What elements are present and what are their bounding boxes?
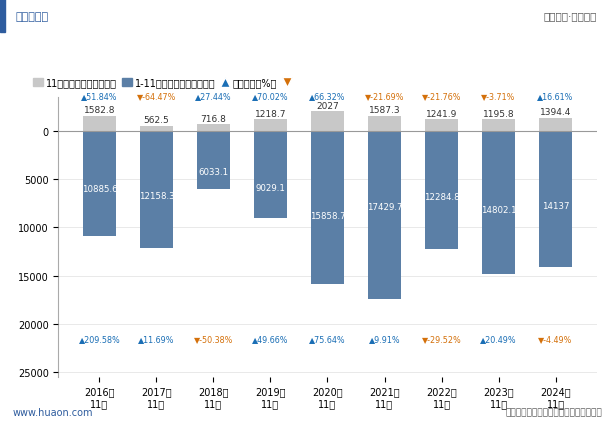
Bar	[425, 132, 458, 250]
Text: 562.5: 562.5	[143, 116, 169, 125]
Bar	[368, 116, 401, 132]
Text: ▲20.49%: ▲20.49%	[480, 334, 517, 343]
Bar	[140, 126, 173, 132]
Bar	[254, 120, 287, 132]
Text: ▼-21.69%: ▼-21.69%	[365, 92, 404, 101]
Bar	[311, 132, 344, 284]
Bar	[197, 125, 230, 132]
Text: 2016-2024年11月大连商品交易所玉米期货成交量: 2016-2024年11月大连商品交易所玉米期货成交量	[178, 44, 437, 59]
Bar	[368, 132, 401, 299]
Text: 12284.8: 12284.8	[424, 192, 459, 201]
Text: 数据来源：证监局，华经产业研究院整理: 数据来源：证监局，华经产业研究院整理	[506, 408, 603, 417]
Bar	[0, 0, 5, 33]
Text: ▼-4.49%: ▼-4.49%	[538, 334, 573, 343]
Text: ▲66.32%: ▲66.32%	[309, 92, 346, 101]
Text: 9029.1: 9029.1	[256, 184, 285, 193]
Bar	[311, 112, 344, 132]
Text: 华经情报网: 华经情报网	[15, 12, 49, 22]
Text: 1582.8: 1582.8	[84, 106, 115, 115]
Text: 1218.7: 1218.7	[255, 109, 286, 118]
Text: ▼-3.71%: ▼-3.71%	[482, 92, 516, 101]
Text: 716.8: 716.8	[200, 114, 226, 123]
Text: 1394.4: 1394.4	[540, 108, 571, 117]
Text: ▲16.61%: ▲16.61%	[538, 92, 574, 101]
Text: www.huaon.com: www.huaon.com	[12, 407, 93, 417]
Text: ▲27.44%: ▲27.44%	[195, 92, 232, 101]
Text: 14802.1: 14802.1	[481, 205, 517, 214]
Text: 14137: 14137	[542, 202, 569, 211]
Text: 17429.7: 17429.7	[367, 203, 402, 212]
Text: 6033.1: 6033.1	[199, 168, 229, 177]
Text: ▼-50.38%: ▼-50.38%	[194, 334, 233, 343]
Text: 2027: 2027	[316, 102, 339, 111]
Bar	[83, 132, 116, 236]
Text: ▼-64.47%: ▼-64.47%	[137, 92, 176, 101]
Text: 1195.8: 1195.8	[483, 110, 514, 119]
Text: 1241.9: 1241.9	[426, 109, 457, 118]
Text: ▲51.84%: ▲51.84%	[81, 92, 117, 101]
Bar	[482, 120, 515, 132]
Bar	[83, 116, 116, 132]
Text: ▲49.66%: ▲49.66%	[252, 334, 288, 343]
Text: ▼-21.76%: ▼-21.76%	[422, 92, 461, 101]
Text: ▲75.64%: ▲75.64%	[309, 334, 346, 343]
Bar	[539, 132, 572, 268]
Text: ▲209.58%: ▲209.58%	[79, 334, 121, 343]
Bar	[482, 132, 515, 274]
Text: ▼-29.52%: ▼-29.52%	[422, 334, 461, 343]
Text: 10885.6: 10885.6	[82, 185, 117, 194]
Bar	[539, 118, 572, 132]
Text: ▲70.02%: ▲70.02%	[252, 92, 289, 101]
Bar	[254, 132, 287, 219]
Text: 12158.3: 12158.3	[138, 192, 174, 201]
Text: 1587.3: 1587.3	[368, 106, 400, 115]
Text: ▲11.69%: ▲11.69%	[138, 334, 175, 343]
Text: ▲9.91%: ▲9.91%	[368, 334, 400, 343]
Bar	[197, 132, 230, 190]
Bar	[425, 120, 458, 132]
Legend: 11月期货成交量（万手）, 1-11月期货成交量（万手）, 同比增长（%）, : 11月期货成交量（万手）, 1-11月期货成交量（万手）, 同比增长（%）,	[30, 74, 298, 92]
Text: 专业严谨·客观科学: 专业严谨·客观科学	[543, 12, 597, 22]
Text: 15858.7: 15858.7	[310, 211, 345, 220]
Bar	[140, 132, 173, 249]
